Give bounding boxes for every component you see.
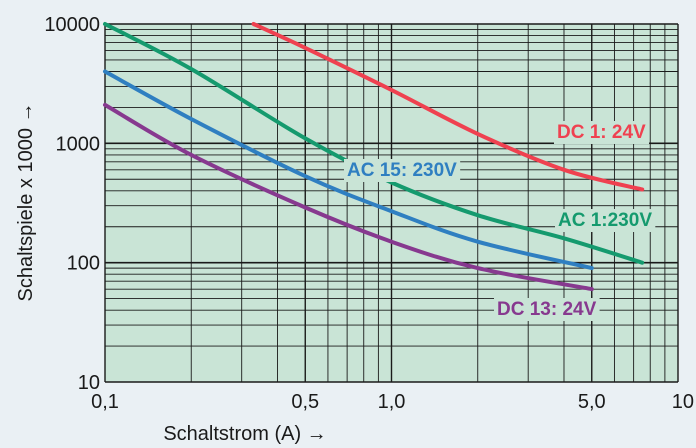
y-tick-label: 100 — [67, 253, 100, 275]
series-label-dc-13-24v: DC 13: 24V — [497, 299, 597, 320]
y-tick-label: 10000 — [44, 14, 100, 36]
series-line-dc-13-24v — [103, 102, 594, 292]
tick-labels: 0,1 0,5 1,0 5,0 10 10 100 1000 10000 — [44, 14, 694, 413]
series-line-ac-1-230v — [103, 22, 645, 265]
series-group — [103, 22, 645, 292]
series-label-group-dc-1-24v: DC 1: 24V — [554, 121, 650, 144]
x-axis-label: Schaltstrom (A) → — [163, 423, 326, 445]
x-tick-label: 5,0 — [578, 391, 606, 413]
x-tick-label: 0,1 — [91, 391, 119, 413]
x-tick-label: 10 — [672, 391, 694, 413]
series-label-background — [344, 159, 461, 182]
series-labels: DC 1: 24V AC 1:230V AC 15: 230V DC 13: 24V — [344, 121, 656, 321]
series-label-group-ac-15-230v: AC 15: 230V — [344, 159, 461, 182]
series-label-ac-1-230v: AC 1:230V — [558, 210, 652, 231]
series-line-ac-15-230v — [103, 69, 594, 271]
series-label-background — [555, 209, 656, 232]
series-label-background — [554, 121, 650, 144]
series-label-ac-15-230v: AC 15: 230V — [347, 160, 457, 181]
series-label-group-ac-1-230v: AC 1:230V — [555, 209, 656, 232]
x-tick-label: 1,0 — [378, 391, 406, 413]
y-tick-label: 10 — [78, 372, 100, 394]
y-tick-label: 1000 — [56, 133, 101, 155]
series-label-dc-1-24v: DC 1: 24V — [557, 122, 646, 143]
series-label-group-dc-13-24v: DC 13: 24V — [494, 298, 600, 321]
x-tick-label: 0,5 — [291, 391, 319, 413]
series-label-background — [494, 298, 600, 321]
series-line-dc-1-24v — [251, 22, 645, 192]
y-axis-label: Schaltspiele x 1000 → — [15, 102, 37, 301]
grid — [104, 23, 679, 383]
